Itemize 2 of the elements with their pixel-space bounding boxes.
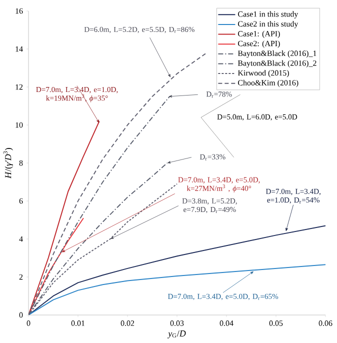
y-axis-title: H/(γ′D$^{3}$) bbox=[4, 148, 14, 178]
x-axis-title: y$_{G}$/D bbox=[168, 330, 186, 338]
